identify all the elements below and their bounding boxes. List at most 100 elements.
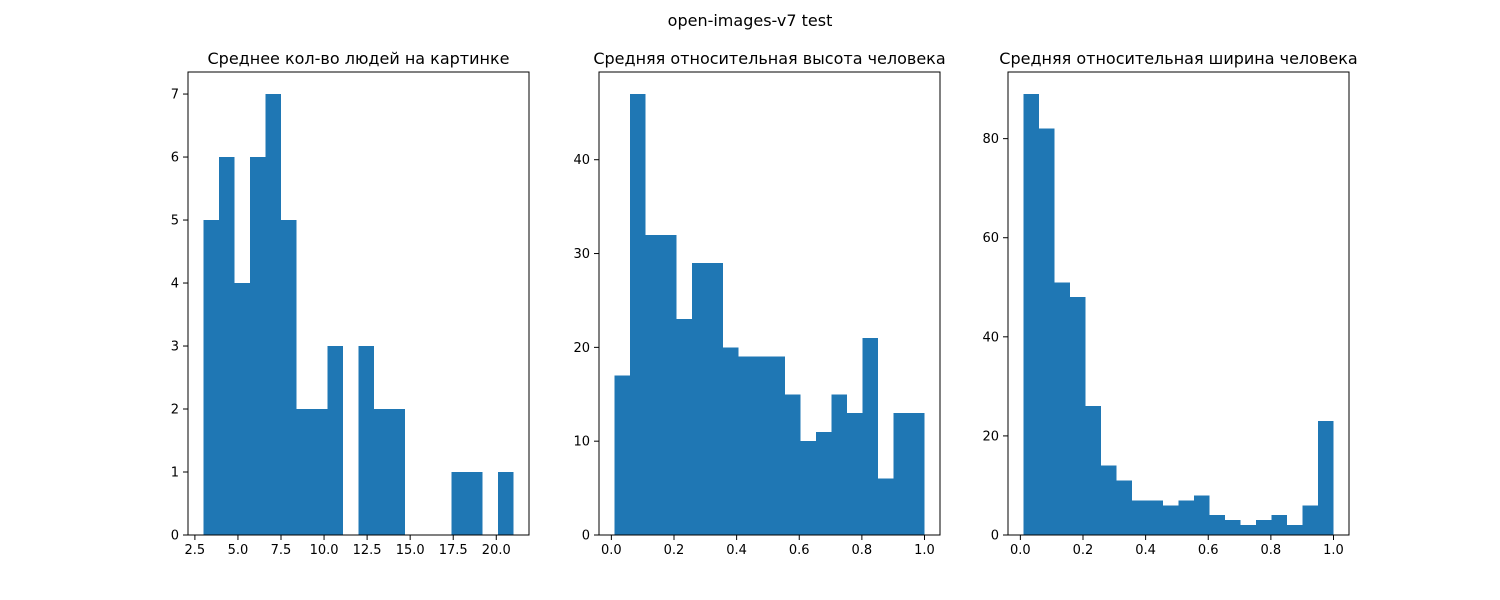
histogram-bar bbox=[645, 234, 661, 535]
histogram-bar bbox=[451, 472, 467, 535]
histogram-bar bbox=[754, 356, 770, 535]
histogram-bar bbox=[816, 431, 832, 535]
histogram-bar bbox=[862, 337, 878, 535]
histogram-bar bbox=[1302, 505, 1318, 535]
histogram-bar bbox=[1194, 495, 1210, 535]
histogram-bar bbox=[312, 409, 328, 535]
histogram-bar bbox=[1256, 520, 1272, 535]
y-tick-label: 0 bbox=[582, 529, 590, 544]
histogram-bar bbox=[847, 413, 863, 535]
figure-suptitle: open-images-v7 test bbox=[668, 11, 833, 30]
y-tick-label: 6 bbox=[171, 151, 179, 166]
histogram-bar bbox=[878, 478, 894, 535]
histogram-panel-3: Средняя относительная ширина человека 0.0… bbox=[982, 49, 1357, 558]
y-tick-label: 30 bbox=[573, 247, 590, 262]
y-tick-label: 60 bbox=[982, 231, 999, 246]
x-tick-label: 0.4 bbox=[1135, 543, 1156, 558]
histogram-bar bbox=[219, 157, 235, 535]
panel-title: Средняя относительная высота человека bbox=[593, 49, 945, 68]
histogram-bar bbox=[1132, 500, 1148, 535]
histogram-bar bbox=[467, 472, 483, 535]
y-tick-label: 5 bbox=[171, 214, 179, 229]
x-tick-label: 0.2 bbox=[1073, 543, 1094, 558]
x-tick-label: 0.8 bbox=[1261, 543, 1282, 558]
histogram-bar bbox=[1271, 515, 1287, 535]
histogram-bar bbox=[630, 94, 646, 536]
histogram-bar bbox=[1209, 515, 1225, 535]
y-tick-label: 20 bbox=[573, 341, 590, 356]
histogram-bar bbox=[1039, 128, 1055, 536]
histogram-bar bbox=[661, 234, 677, 535]
histogram-bar bbox=[1287, 525, 1303, 535]
histogram-bar bbox=[785, 394, 801, 535]
x-tick-label: 0.8 bbox=[852, 543, 873, 558]
x-tick-label: 0.6 bbox=[1198, 543, 1219, 558]
y-tick-label: 80 bbox=[982, 132, 999, 147]
y-tick-label: 0 bbox=[171, 529, 179, 544]
axes-frame bbox=[598, 71, 941, 536]
histogram-bar bbox=[1054, 282, 1070, 535]
histogram-bar bbox=[498, 472, 514, 535]
histogram-bar bbox=[327, 346, 343, 535]
histogram-bar bbox=[614, 375, 630, 535]
histogram-bar bbox=[1240, 525, 1256, 535]
x-tick-label: 2.5 bbox=[185, 543, 206, 558]
histogram-bar bbox=[358, 346, 374, 535]
x-tick-label: 5.0 bbox=[228, 543, 249, 558]
histogram-bar bbox=[234, 283, 250, 535]
histogram-bar bbox=[265, 94, 281, 536]
histogram-bar bbox=[893, 413, 909, 535]
y-tick-label: 40 bbox=[982, 330, 999, 345]
histogram-bar bbox=[1178, 500, 1194, 535]
y-tick-label: 1 bbox=[171, 466, 179, 481]
x-tick-label: 0.2 bbox=[664, 543, 685, 558]
histogram-bar bbox=[800, 441, 816, 535]
histogram-bar bbox=[250, 157, 266, 535]
axes-frame bbox=[187, 71, 530, 536]
histogram-bar bbox=[1163, 505, 1179, 535]
x-tick-label: 20.0 bbox=[482, 543, 511, 558]
panel-title: Среднее кол-во людей на картинке bbox=[208, 49, 510, 68]
histogram-bar bbox=[723, 347, 739, 535]
histogram-bar bbox=[707, 262, 723, 535]
histogram-bar bbox=[1101, 465, 1117, 535]
x-tick-label: 12.5 bbox=[353, 543, 382, 558]
histogram-bar bbox=[909, 413, 925, 535]
histogram-bar bbox=[738, 356, 754, 535]
histogram-bar bbox=[676, 319, 692, 535]
y-tick-label: 2 bbox=[171, 403, 179, 418]
x-tick-label: 15.0 bbox=[396, 543, 425, 558]
axes-frame bbox=[1007, 71, 1350, 536]
x-tick-label: 0.0 bbox=[601, 543, 622, 558]
histogram-panel-2: Средняя относительная высота человека 0.0… bbox=[573, 49, 945, 558]
x-tick-label: 0.6 bbox=[789, 543, 810, 558]
x-tick-label: 1.0 bbox=[914, 543, 935, 558]
histogram-bar bbox=[1318, 421, 1334, 535]
x-tick-label: 7.5 bbox=[271, 543, 292, 558]
x-tick-label: 0.0 bbox=[1010, 543, 1031, 558]
histogram-bar bbox=[281, 220, 297, 536]
histogram-bar bbox=[1147, 500, 1163, 535]
histogram-bar bbox=[769, 356, 785, 535]
histogram-bar bbox=[1023, 94, 1039, 536]
x-tick-label: 0.4 bbox=[726, 543, 747, 558]
histogram-bar bbox=[1085, 406, 1101, 535]
histogram-panel-1: Среднее кол-во людей на картинке 2.5 5.0 7.… bbox=[171, 49, 530, 558]
x-tick-label: 17.5 bbox=[439, 543, 468, 558]
x-tick-label: 10.0 bbox=[310, 543, 339, 558]
y-tick-label: 4 bbox=[171, 277, 179, 292]
x-tick-label: 1.0 bbox=[1323, 543, 1344, 558]
histogram-bar bbox=[389, 409, 405, 535]
histogram-bar bbox=[1116, 480, 1132, 535]
histogram-bar bbox=[1070, 297, 1086, 535]
histogram-bar bbox=[692, 262, 708, 535]
y-tick-label: 0 bbox=[991, 529, 999, 544]
histogram-bar bbox=[831, 394, 847, 535]
y-tick-label: 40 bbox=[573, 153, 590, 168]
panel-title: Средняя относительная ширина человека bbox=[999, 49, 1357, 68]
y-tick-label: 7 bbox=[171, 88, 179, 103]
histogram-bar bbox=[203, 220, 219, 536]
histogram-bar bbox=[374, 409, 390, 535]
y-tick-label: 3 bbox=[171, 340, 179, 355]
